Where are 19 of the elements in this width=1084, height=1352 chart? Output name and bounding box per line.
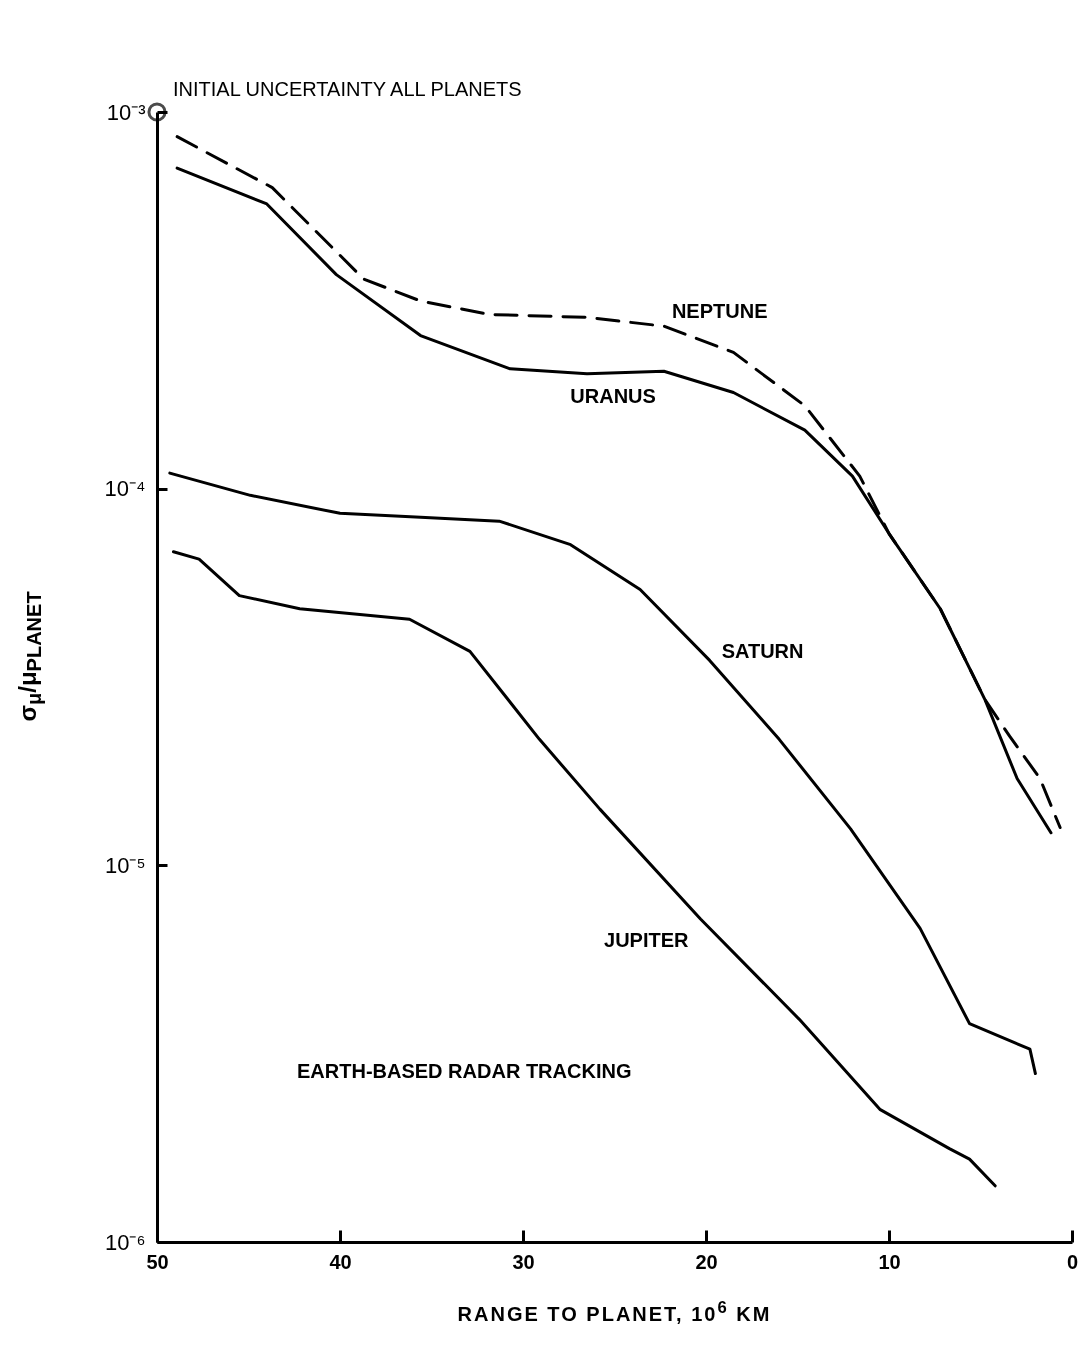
x-tick-label: 40 [329, 1250, 352, 1273]
series-label: SATURN [721, 640, 804, 663]
x-tick-label: 10 [878, 1250, 901, 1273]
x-tick-label: 20 [695, 1250, 718, 1273]
series-label: NEPTUNE [671, 300, 768, 323]
text: INITIAL UNCERTAINTY ALL PLANETS [173, 78, 522, 100]
y-tick-label: 10⁻⁴ [104, 476, 146, 502]
y-tick-label: 10⁻³ [106, 99, 146, 125]
y-tick-label: 10⁻⁶ [104, 1229, 146, 1255]
line-series [168, 471, 1037, 1076]
x-axis-title: RANGE TO PLANET, 10$^{6}$ KM [456, 1298, 773, 1326]
x-tick-label: 30 [512, 1250, 535, 1273]
x-tick-label: 0 [1066, 1250, 1079, 1273]
x-tick-label: 50 [146, 1250, 169, 1273]
annotation: EARTH-BASED RADAR TRACKING [297, 1060, 632, 1082]
series-label: JUPITER [604, 929, 690, 952]
line-series [171, 550, 997, 1188]
y-tick-label: 10⁻⁵ [104, 852, 146, 878]
series-label: URANUS [570, 385, 656, 408]
